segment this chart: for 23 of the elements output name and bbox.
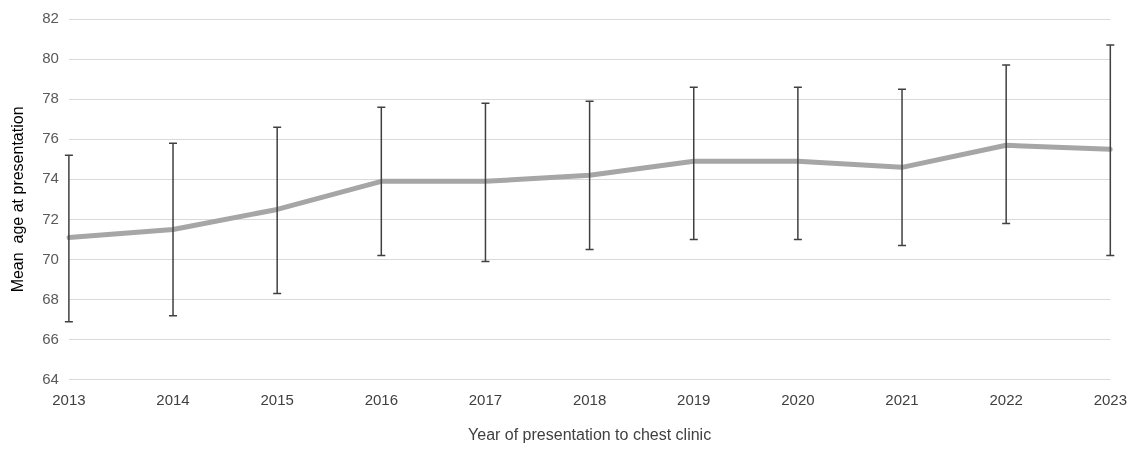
y-tick-label: 76	[42, 129, 59, 147]
x-tick-label: 2019	[677, 390, 711, 408]
x-tick-label: 2016	[364, 390, 398, 408]
y-tick-label: 74	[42, 169, 59, 187]
x-tick-label: 2014	[156, 390, 190, 408]
x-tick-label: 2013	[52, 390, 86, 408]
y-tick-label: 64	[42, 369, 59, 387]
x-tick-label: 2022	[989, 390, 1023, 408]
x-tick-label: 2017	[468, 390, 503, 408]
y-tick-label: 72	[42, 209, 59, 227]
y-tick-label: 66	[42, 329, 59, 347]
x-tick-label: 2021	[885, 390, 919, 408]
x-axis-title: Year of presentation to chest clinic	[468, 425, 712, 443]
y-tick-label: 68	[42, 289, 59, 307]
y-tick-label: 78	[42, 89, 59, 107]
x-tick-label: 2020	[781, 390, 815, 408]
x-tick-label: 2015	[260, 390, 294, 408]
y-axis-title: Mean age at presentation	[9, 106, 27, 293]
x-tick-label: 2018	[572, 390, 607, 408]
y-tick-label: 82	[42, 9, 59, 27]
x-tick-label: 2023	[1093, 390, 1127, 408]
y-tick-label: 80	[42, 49, 59, 67]
y-tick-label: 70	[42, 249, 59, 267]
